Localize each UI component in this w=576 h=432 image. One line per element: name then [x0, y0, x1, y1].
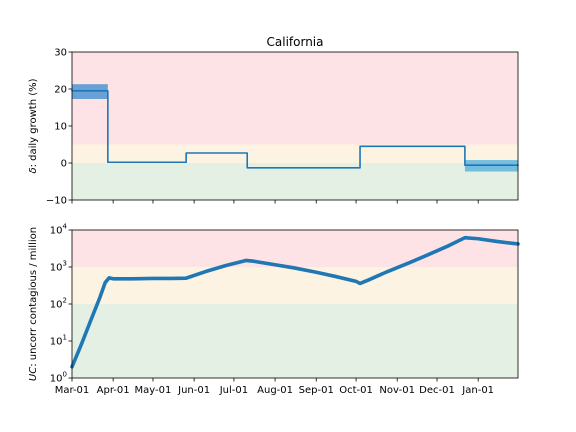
growth-x-ticks	[71, 200, 479, 204]
contagious-series	[70, 235, 520, 369]
growth-panel: −10 0 10 20 30 California δ: daily growth (%…	[28, 35, 519, 207]
contagious-y-ticks: 100 101 102 103 104	[50, 223, 72, 385]
chart-title: California	[267, 35, 324, 49]
x-tick-label: Aug-01	[257, 385, 293, 396]
x-tick-label: May-01	[135, 385, 172, 396]
y-tick-label: 101	[50, 334, 67, 348]
growth-zones	[72, 52, 518, 200]
y-tick-label: 102	[50, 297, 67, 311]
zone-band	[72, 267, 518, 304]
zone-band	[72, 230, 518, 267]
x-tick-label: Jun-01	[177, 385, 210, 396]
contagious-y-label: UC: uncorr contagious / million	[28, 227, 39, 381]
series-line	[71, 90, 519, 169]
y-tick-label: 100	[50, 371, 67, 385]
y-tick-label: 0	[61, 159, 67, 170]
y-tick-label: 10	[54, 122, 67, 133]
zone-band	[72, 144, 518, 163]
zone-band	[72, 52, 518, 145]
series-line	[70, 235, 520, 369]
y-tick-label: −10	[46, 196, 67, 207]
zone-band	[72, 163, 518, 200]
growth-y-label: δ: daily growth (%)	[28, 78, 39, 173]
x-tick-label: Nov-01	[379, 385, 415, 396]
y-tick-label: 20	[54, 85, 67, 96]
x-tick-label: Apr-01	[97, 385, 130, 396]
y-tick-label: 104	[50, 223, 68, 237]
contagious-panel: 100 101 102 103 104 Mar-01 Apr-01 May-01 Jun-01…	[28, 223, 520, 396]
contagious-zones	[72, 230, 518, 378]
growth-series	[71, 90, 519, 169]
growth-y-ticks: −10 0 10 20 30	[46, 48, 72, 207]
x-tick-label: Sep-01	[299, 385, 334, 396]
x-tick-label: Jan-01	[461, 385, 494, 396]
y-tick-label: 103	[50, 260, 67, 274]
y-tick-label: 30	[54, 48, 67, 59]
contagious-x-ticks: Mar-01 Apr-01 May-01 Jun-01 Jul-01 Aug-01 Sep-…	[55, 378, 494, 396]
x-tick-label: Dec-01	[419, 385, 455, 396]
zone-band	[72, 304, 518, 378]
x-tick-label: Jul-01	[219, 385, 248, 396]
x-tick-label: Oct-01	[339, 385, 373, 396]
x-tick-label: Mar-01	[55, 385, 90, 396]
